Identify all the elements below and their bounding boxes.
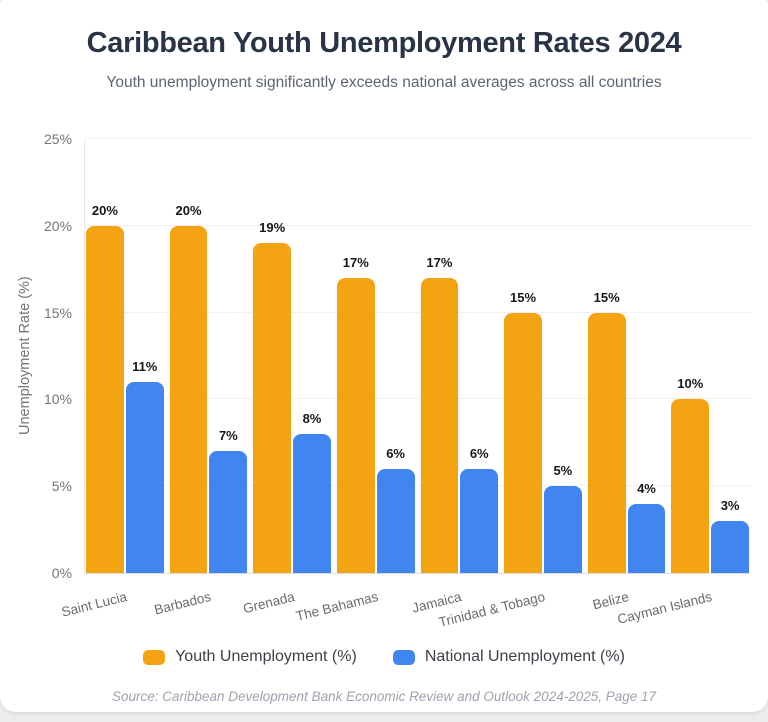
legend-label: Youth Unemployment (%) [175,648,357,665]
y-tick-label: 15% [43,304,72,321]
youth-bar: 17% [336,255,375,573]
bar-group: 19% 8% Grenada [241,139,331,616]
youth-bar: 10% [671,376,710,573]
y-tick-label: 5% [51,478,72,495]
bar-group: 10% 3% Cayman Islands [616,139,749,627]
youth-bar: 19% [253,220,292,573]
national-bar: 8% [293,411,331,573]
gridline [85,224,750,226]
bar-value-label: 7% [218,428,238,444]
chart-header: Caribbean Youth Unemployment Rates 2024 … [0,0,768,92]
national-bar: 3% [711,498,749,573]
youth-bar: 15% [504,290,542,573]
plot-area: Unemployment Rate (%) 0% 5% 10% 15% 20% 25% 2… [17,131,750,630]
bar-group: 15% 4% Belize [587,139,666,612]
chart-legend: Youth Unemployment (%) National Unemploym… [0,648,768,666]
national-bar: 11% [125,359,164,573]
bar-value-label: 4% [637,480,656,496]
bar-group: 15% 5% Trinidad & Tobago [437,139,582,630]
bar-value-label: 3% [720,497,740,513]
national-bar: 4% [627,481,666,573]
youth-bar: 20% [86,203,124,573]
national-bar: 7% [209,428,248,573]
y-tick-label: 10% [43,391,72,408]
youth-bar: 17% [420,255,459,573]
legend-label: National Unemployment (%) [424,648,625,665]
bar-value-label: 19% [259,220,286,236]
gridline [85,311,750,313]
youth-bar: 20% [169,203,208,573]
x-tick-label: The Bahamas [294,589,380,624]
y-tick-label: 0% [51,565,72,581]
legend-item[interactable]: National Unemployment (%) [392,648,625,666]
legend-item[interactable]: Youth Unemployment (%) [143,648,357,666]
bar-value-label: 11% [132,359,158,375]
bar-value-label: 10% [677,376,704,392]
national-bar: 5% [543,463,582,573]
legend-swatch-icon [143,649,166,665]
x-tick-label: Grenada [241,589,296,617]
legend-swatch-icon [392,649,415,665]
bar-value-label: 17% [426,254,453,270]
x-tick-label: Saint Lucia [59,589,129,620]
national-bar: 6% [376,446,415,573]
bar-value-label: 20% [91,202,118,218]
x-tick-label: Barbados [152,589,213,618]
bar-value-label: 20% [175,202,202,218]
bar-value-label: 5% [553,463,573,479]
bar-group: 17% 6% The Bahamas [294,139,415,624]
bar-value-label: 15% [593,289,620,305]
bar-group: 17% 6% Jamaica [411,139,499,616]
gridline [85,398,750,400]
bar-group: 20% 7% Barbados [152,139,248,618]
youth-bar: 15% [587,290,626,573]
y-tick-label: 20% [43,217,72,234]
page-title: Caribbean Youth Unemployment Rates 2024 [86,27,682,59]
gridline [85,138,750,139]
bar-value-label: 15% [510,289,537,305]
source-caption: Source: Caribbean Development Bank Econo… [111,689,657,704]
x-tick-label: Cayman Islands [616,589,714,627]
bar-layer: 20% 11% Saint Lucia 20% 7% Barbados 19% 8% Grena… [60,139,750,630]
page-subtitle: Youth unemployment significantly exceeds… [106,74,662,91]
x-tick-label: Belize [590,589,631,613]
bar-group: 20% 11% Saint Lucia [60,139,164,620]
gridline [85,485,750,487]
bar-value-label: 17% [342,254,369,270]
bar-value-label: 6% [386,445,405,461]
y-tick-label: 25% [43,131,72,147]
y-axis-title: Unemployment Rate (%) [17,276,33,436]
bar-value-label: 8% [302,411,322,427]
bar-value-label: 6% [469,445,489,461]
national-bar: 6% [460,446,499,573]
